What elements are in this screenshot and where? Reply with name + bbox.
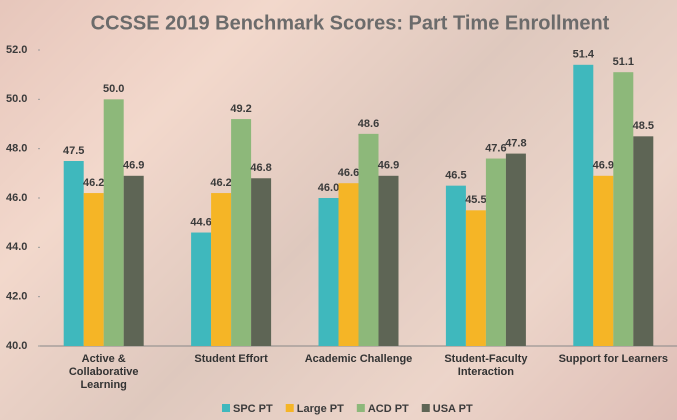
bar bbox=[231, 119, 252, 346]
bar bbox=[191, 232, 212, 346]
y-tick-label: 48.0 bbox=[6, 143, 27, 155]
legend-label: USA PT bbox=[433, 403, 473, 415]
bar bbox=[251, 178, 272, 346]
bar bbox=[358, 133, 379, 346]
data-label: 47.5 bbox=[63, 145, 84, 157]
data-label: 49.2 bbox=[230, 103, 251, 115]
data-label: 44.6 bbox=[190, 216, 211, 228]
data-label: 46.0 bbox=[318, 182, 339, 194]
legend-label: SPC PT bbox=[233, 403, 273, 415]
y-tick-label: 40.0 bbox=[6, 340, 27, 352]
legend-swatch bbox=[222, 404, 230, 412]
y-tick-label: 50.0 bbox=[6, 93, 27, 105]
data-label: 46.2 bbox=[210, 177, 231, 189]
x-tick-label: Academic Challenge bbox=[304, 353, 413, 365]
data-label: 45.5 bbox=[465, 194, 486, 206]
data-label: 46.5 bbox=[445, 170, 466, 182]
bar bbox=[593, 175, 614, 346]
x-tick-label: Student Effort bbox=[194, 353, 268, 365]
x-tick-label: Support for Learners bbox=[558, 353, 668, 365]
data-label: 50.0 bbox=[103, 83, 124, 95]
y-tick-label: 52.0 bbox=[6, 44, 27, 56]
data-label: 46.9 bbox=[378, 160, 399, 172]
data-label: 47.8 bbox=[505, 138, 526, 150]
data-label: 46.8 bbox=[250, 162, 271, 174]
bar bbox=[103, 99, 124, 346]
bar bbox=[378, 175, 399, 346]
data-label: 46.9 bbox=[593, 160, 614, 172]
data-label: 48.5 bbox=[633, 120, 654, 132]
data-label: 48.6 bbox=[358, 118, 379, 130]
bar bbox=[613, 72, 634, 346]
legend-swatch bbox=[356, 404, 365, 412]
legend-swatch bbox=[285, 404, 294, 412]
y-tick-label: 44.0 bbox=[6, 241, 27, 253]
legend-swatch bbox=[421, 404, 430, 412]
data-label: 46.6 bbox=[338, 167, 359, 179]
bar bbox=[318, 198, 339, 346]
legend-label: Large PT bbox=[297, 403, 344, 415]
bar bbox=[633, 136, 654, 346]
data-label: 46.9 bbox=[123, 160, 144, 172]
x-tick-label: Student-Faculty Interaction bbox=[444, 353, 528, 378]
bar bbox=[83, 193, 104, 346]
bar bbox=[485, 158, 506, 346]
bar bbox=[465, 210, 486, 346]
x-tick-label: Active & Collaborative Learning bbox=[68, 353, 139, 391]
y-tick-label: 42.0 bbox=[6, 291, 27, 303]
bar bbox=[573, 64, 594, 347]
data-label: 51.4 bbox=[573, 49, 595, 61]
y-tick-label: 46.0 bbox=[6, 192, 27, 204]
data-label: 47.6 bbox=[485, 142, 506, 154]
bar bbox=[123, 175, 144, 346]
data-label: 51.1 bbox=[613, 56, 634, 68]
bar bbox=[445, 185, 466, 346]
bar bbox=[63, 161, 84, 346]
chart-title: CCSSE 2019 Benchmark Scores: Part Time E… bbox=[91, 12, 610, 34]
bar bbox=[211, 193, 232, 346]
bar bbox=[505, 153, 526, 346]
legend-label: ACD PT bbox=[368, 403, 409, 415]
data-label: 46.2 bbox=[83, 177, 104, 189]
bar bbox=[338, 183, 359, 346]
